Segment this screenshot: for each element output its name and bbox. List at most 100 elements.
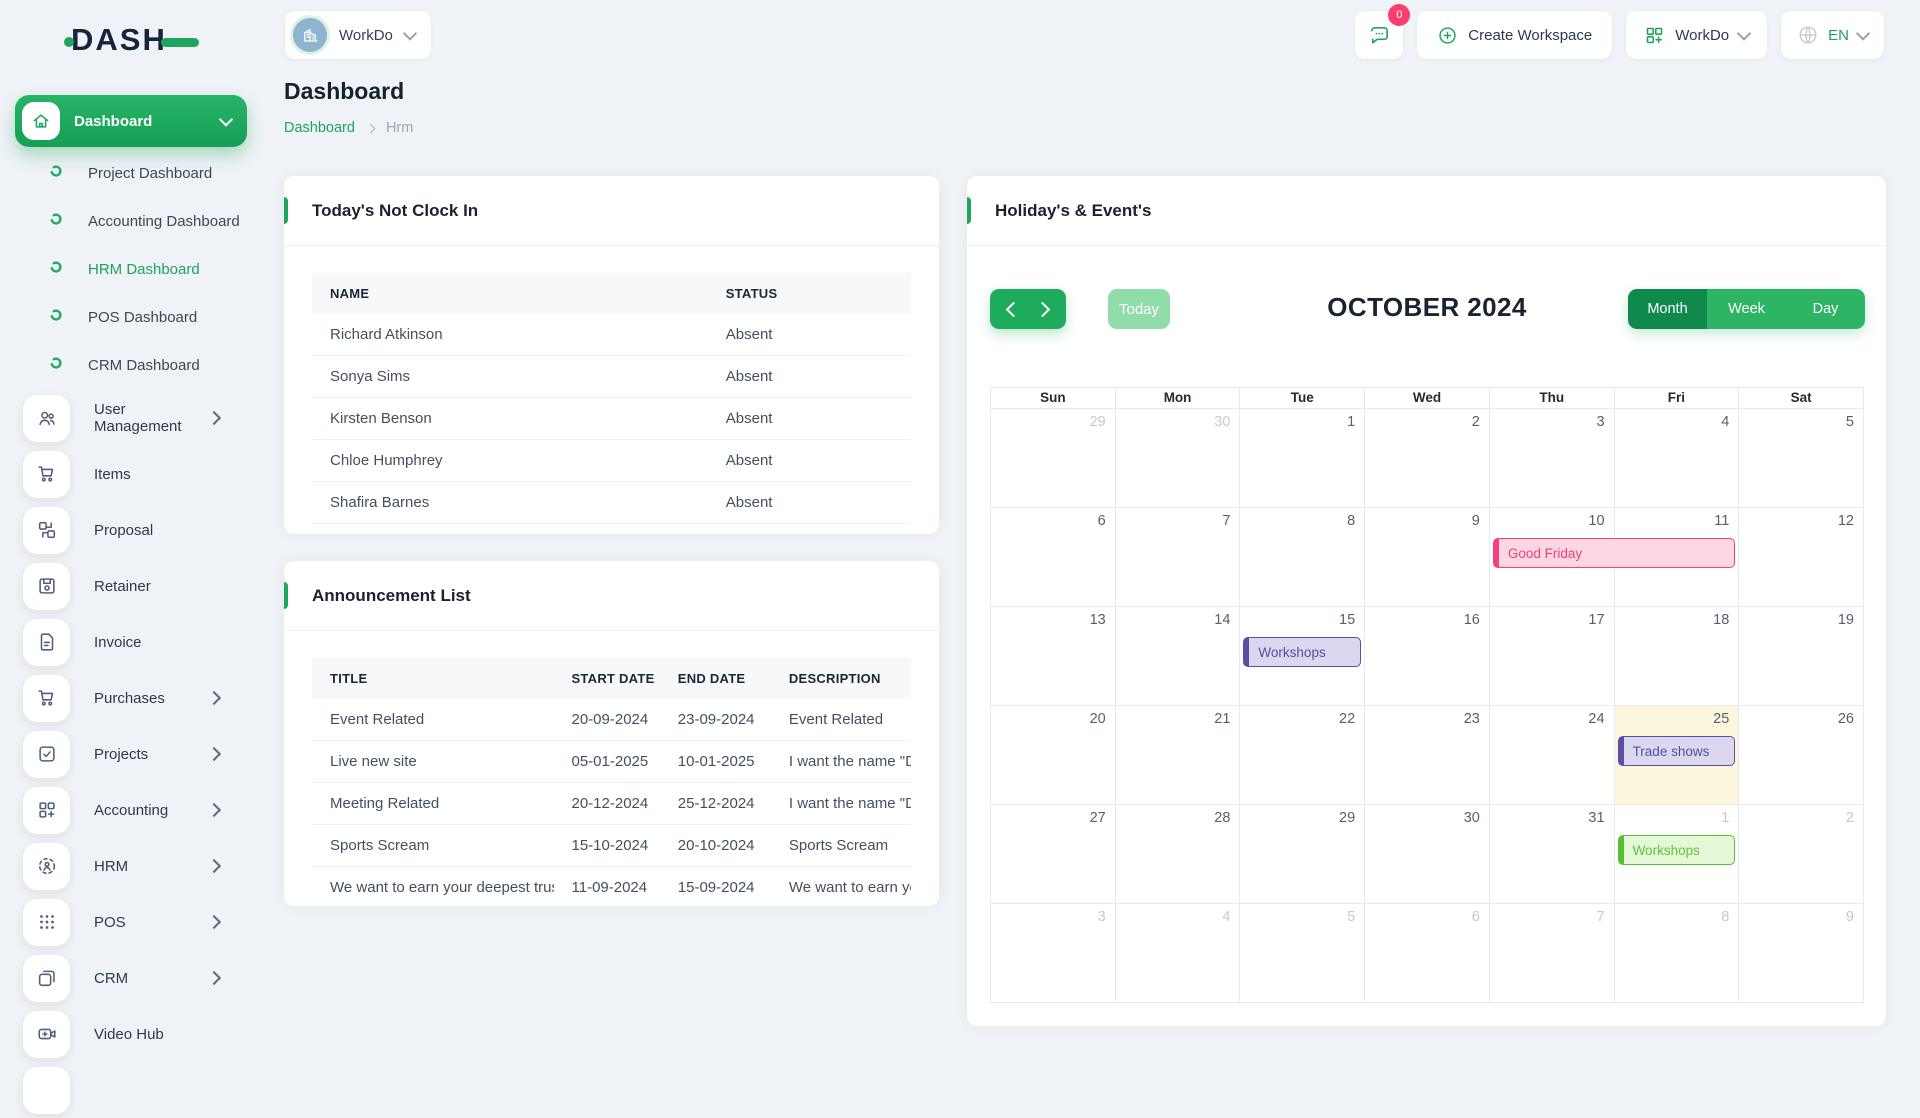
- calendar-day-cell[interactable]: 3: [991, 904, 1116, 1003]
- calendar-day-cell[interactable]: 19: [1739, 607, 1864, 706]
- pos-icon: [23, 898, 70, 946]
- workspace-avatar: [293, 18, 327, 52]
- sidebar-subitem-project-dashboard[interactable]: Project Dashboard: [15, 149, 247, 197]
- calendar-day-cell[interactable]: 24: [1489, 706, 1615, 805]
- cell-status: Absent: [707, 355, 911, 398]
- cell-end-date: 25-12-2024: [659, 782, 771, 825]
- calendar-day-cell[interactable]: 13: [991, 607, 1116, 706]
- view-day-button[interactable]: Day: [1786, 289, 1865, 329]
- sidebar-item-label: CRM: [94, 969, 129, 987]
- calendar-event[interactable]: Good Friday: [1492, 538, 1736, 568]
- calendar-day-cell[interactable]: 22: [1240, 706, 1366, 805]
- sidebar-item-proposal[interactable]: Proposal: [15, 502, 247, 558]
- calendar-day-cell[interactable]: 9: [1739, 904, 1864, 1003]
- workspace-name: WorkDo: [339, 26, 393, 44]
- calendar-day-cell[interactable]: 20: [991, 706, 1116, 805]
- calendar-day-cell[interactable]: 18: [1614, 607, 1740, 706]
- sidebar-item-purchases[interactable]: Purchases: [15, 670, 247, 726]
- chevron-down-icon: [1855, 26, 1871, 41]
- sidebar-subitem-hrm-dashboard[interactable]: HRM Dashboard: [15, 245, 247, 293]
- calendar-day-cell[interactable]: 7: [1115, 508, 1241, 607]
- calendar-day-cell[interactable]: 16: [1365, 607, 1490, 706]
- language-selector[interactable]: EN: [1781, 11, 1884, 59]
- sidebar-item-dashboard[interactable]: Dashboard: [15, 95, 247, 147]
- breadcrumb-dashboard-link[interactable]: Dashboard: [284, 120, 355, 136]
- today-button[interactable]: Today: [1108, 289, 1170, 329]
- calendar-day-headers: Sun Mon Tue Wed Thu Fri Sat: [991, 388, 1864, 409]
- calendar-day-cell[interactable]: 30: [1115, 409, 1241, 508]
- calendar-day-cell[interactable]: 14: [1115, 607, 1241, 706]
- sidebar-item-invoice[interactable]: Invoice: [15, 614, 247, 670]
- next-month-button[interactable]: [1034, 301, 1051, 317]
- calendar-day-cell[interactable]: 5: [1240, 904, 1366, 1003]
- calendar-month-title: OCTOBER 2024: [1327, 292, 1527, 322]
- create-workspace-button[interactable]: Create Workspace: [1417, 11, 1613, 59]
- table-row: Live new site 05-01-2025 10-01-2025 I want …: [312, 740, 911, 783]
- ring-icon: [49, 260, 63, 279]
- calendar-day-cell[interactable]: 29: [991, 409, 1116, 508]
- calendar-day-cell[interactable]: 12: [1739, 508, 1864, 607]
- view-month-button[interactable]: Month: [1628, 289, 1707, 329]
- day-header-fri: Fri: [1614, 388, 1740, 409]
- sidebar-item-pos[interactable]: POS: [15, 894, 247, 950]
- sidebar-item-projects[interactable]: Projects: [15, 726, 247, 782]
- calendar-day-cell[interactable]: 28: [1115, 805, 1241, 904]
- cell-title: Meeting Related: [312, 782, 554, 825]
- calendar-day-cell[interactable]: 3: [1489, 409, 1615, 508]
- calendar-day-cell[interactable]: 21: [1115, 706, 1241, 805]
- calendar-nav-group: [990, 289, 1066, 329]
- not-clock-in-table: NAME STATUS Richard Atkinson Absent Sonya S…: [312, 273, 911, 524]
- sidebar-item-user-management[interactable]: User Management: [15, 390, 247, 446]
- sidebar-item-retainer[interactable]: Retainer: [15, 558, 247, 614]
- sidebar-item-items[interactable]: Items: [15, 446, 247, 502]
- calendar-day-cell[interactable]: 9: [1365, 508, 1490, 607]
- calendar-week-row: 6 7 8 9 10 11 12 Good Friday: [991, 508, 1864, 607]
- calendar-day-cell[interactable]: 6: [1365, 904, 1490, 1003]
- calendar-event[interactable]: Trade shows: [1617, 736, 1736, 766]
- calendar-day-cell[interactable]: 7: [1489, 904, 1615, 1003]
- calendar-day-cell[interactable]: 4: [1115, 904, 1241, 1003]
- calendar-day-cell[interactable]: 4: [1614, 409, 1740, 508]
- prev-month-button[interactable]: [1005, 301, 1022, 317]
- calendar-day-cell[interactable]: 27: [991, 805, 1116, 904]
- sidebar-subitem-pos-dashboard[interactable]: POS Dashboard: [15, 293, 247, 341]
- sidebar-subitem-accounting-dashboard[interactable]: Accounting Dashboard: [15, 197, 247, 245]
- calendar-day-cell[interactable]: 8: [1614, 904, 1740, 1003]
- calendar-day-cell[interactable]: 11: [1614, 508, 1740, 607]
- sidebar-item-crm[interactable]: CRM: [15, 950, 247, 1006]
- column-header-name: NAME: [312, 273, 708, 314]
- calendar-day-cell[interactable]: 1: [1240, 409, 1366, 508]
- chevron-right-icon: [206, 970, 222, 986]
- sidebar-item-video-hub[interactable]: Video Hub: [15, 1006, 247, 1062]
- cell-status: Absent: [707, 439, 911, 482]
- announcement-table: TITLE START DATE END DATE DESCRIPTION Event…: [312, 658, 911, 906]
- calendar-day-cell[interactable]: 23: [1365, 706, 1490, 805]
- sidebar-item-hrm[interactable]: HRM: [15, 838, 247, 894]
- dash-logo: DASH: [64, 22, 199, 58]
- cell-end-date: 10-01-2025: [659, 740, 771, 783]
- calendar-day-cell[interactable]: 31: [1489, 805, 1615, 904]
- workspace-selector[interactable]: WorkDo: [285, 11, 431, 59]
- calendar-day-cell[interactable]: 1: [1614, 805, 1740, 904]
- workdo-menu-button[interactable]: WorkDo: [1626, 11, 1768, 59]
- calendar-day-cell[interactable]: 30: [1365, 805, 1490, 904]
- calendar-day-cell[interactable]: 17: [1489, 607, 1615, 706]
- calendar-day-cell[interactable]: 26: [1739, 706, 1864, 805]
- messages-button[interactable]: 0: [1355, 4, 1411, 59]
- sidebar-item-partial[interactable]: [15, 1062, 247, 1118]
- calendar-day-cell[interactable]: 6: [991, 508, 1116, 607]
- calendar-day-cell[interactable]: 8: [1240, 508, 1366, 607]
- calendar-event[interactable]: Workshops: [1243, 637, 1362, 667]
- calendar-day-cell[interactable]: 29: [1240, 805, 1366, 904]
- retainer-icon: [23, 562, 70, 610]
- card-title: Holiday's & Event's: [995, 200, 1152, 220]
- sidebar-item-accounting[interactable]: Accounting: [15, 782, 247, 838]
- table-row: Meeting Related 20-12-2024 25-12-2024 I wan…: [312, 782, 911, 825]
- calendar-day-cell[interactable]: 2: [1739, 805, 1864, 904]
- calendar-event[interactable]: Workshops: [1617, 835, 1736, 865]
- calendar-day-cell[interactable]: 2: [1365, 409, 1490, 508]
- sidebar-subitem-crm-dashboard[interactable]: CRM Dashboard: [15, 341, 247, 389]
- view-week-button[interactable]: Week: [1707, 289, 1786, 329]
- calendar-day-cell[interactable]: 15: [1240, 607, 1366, 706]
- calendar-day-cell[interactable]: 5: [1739, 409, 1864, 508]
